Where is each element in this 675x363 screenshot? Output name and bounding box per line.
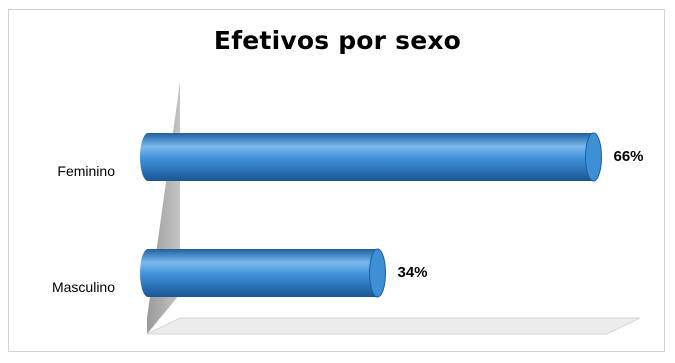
bar-feminino [140,132,602,182]
value-label: 66% [613,148,644,165]
bar-masculino [140,248,386,298]
bar-body [148,133,594,181]
chart-title: Efetivos por sexo [213,26,462,55]
bar-end-cap [585,132,602,182]
bar-body [148,249,378,297]
category-label: Masculino [51,279,115,295]
bar-start-cap [140,133,156,181]
bar-start-cap [140,249,156,297]
value-label: 34% [397,264,428,281]
bar-end-cap [369,248,386,298]
plot-floor [146,317,641,335]
category-label: Feminino [57,163,115,179]
